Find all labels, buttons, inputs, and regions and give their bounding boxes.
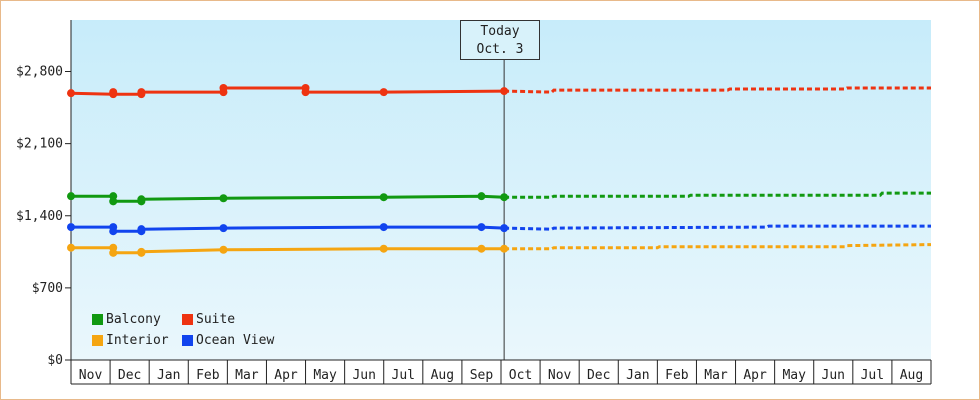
data-point <box>137 88 146 97</box>
x-tick-label: Nov <box>79 368 103 383</box>
series-suite <box>67 84 931 99</box>
legend-item-balcony: Balcony <box>92 312 182 327</box>
data-point <box>137 247 146 256</box>
data-point <box>477 244 486 253</box>
legend-label-interior: Interior <box>106 333 169 348</box>
data-point <box>477 192 486 201</box>
data-point <box>109 88 118 97</box>
x-axis: Nov Dec Jan Feb Mar Apr May Jun Jul Aug Sep Oct Nov D… <box>70 359 932 385</box>
y-tick-label: $1,400 <box>16 209 63 224</box>
x-tick-label: Mar <box>704 368 728 383</box>
x-tick-label: Jun <box>822 368 845 383</box>
x-tick-label: Aug <box>431 368 454 383</box>
data-point <box>477 223 486 232</box>
series-balcony <box>67 191 931 206</box>
legend-item-interior: Interior <box>92 333 182 348</box>
legend-item-ocean-view: Ocean View <box>182 333 292 348</box>
data-point <box>500 244 509 253</box>
series-interior <box>67 243 932 257</box>
data-point <box>301 88 310 97</box>
y-tick-label: $0 <box>47 353 63 368</box>
data-point <box>219 194 228 203</box>
data-point <box>109 248 118 257</box>
data-point <box>219 245 228 254</box>
data-point <box>379 244 388 253</box>
forecast-line-interior <box>504 243 932 251</box>
data-point <box>137 225 146 234</box>
x-tick-label: Feb <box>665 368 689 383</box>
legend-label-ocean-view: Ocean View <box>196 333 275 348</box>
data-point <box>379 193 388 202</box>
x-tick-label: Sep <box>470 368 494 383</box>
data-point <box>500 193 509 202</box>
x-tick-label: Oct <box>509 368 532 383</box>
x-tick-label: Mar <box>235 368 259 383</box>
x-tick-label: Dec <box>118 368 141 383</box>
data-point <box>67 89 75 98</box>
data-point <box>109 197 118 206</box>
axes: $0 $700 $1,400 $2,100 $2,800 <box>16 20 505 368</box>
legend-label-suite: Suite <box>196 312 236 327</box>
legend-swatch-suite <box>182 314 193 325</box>
data-point <box>67 243 75 252</box>
x-tick-label: Apr <box>274 368 298 383</box>
x-tick-label: Jan <box>157 368 180 383</box>
forecast-line-suite <box>504 86 931 94</box>
data-point <box>500 224 509 233</box>
x-tick-label: May <box>313 368 337 383</box>
data-point <box>500 87 509 96</box>
y-tick-label: $2,800 <box>16 65 63 80</box>
data-point <box>67 223 75 232</box>
x-tick-label: Jun <box>352 368 375 383</box>
x-tick-label: Nov <box>548 368 572 383</box>
data-point <box>67 192 75 201</box>
legend-label-balcony: Balcony <box>106 312 161 327</box>
forecast-line-balcony <box>504 191 931 199</box>
x-tick-label: Aug <box>900 368 923 383</box>
legend-item-suite: Suite <box>182 312 292 327</box>
x-tick-label: May <box>782 368 806 383</box>
data-point <box>379 88 388 97</box>
y-tick-label: $2,100 <box>16 137 63 152</box>
x-tick-label: Jan <box>626 368 649 383</box>
today-label: Today <box>480 24 520 39</box>
legend-swatch-balcony <box>92 314 103 325</box>
x-tick-label: Dec <box>587 368 610 383</box>
data-point <box>379 223 388 232</box>
data-point <box>219 224 228 233</box>
legend: Balcony Suite Interior Ocean View <box>92 312 292 348</box>
y-tick-label: $700 <box>32 281 63 296</box>
forecast-line-ocean-view <box>504 224 931 231</box>
legend-swatch-interior <box>92 335 103 346</box>
legend-swatch-ocean-view <box>182 335 193 346</box>
data-point <box>137 195 146 204</box>
today-marker-label: Today Oct. 3 <box>460 20 540 60</box>
series-layer <box>67 84 932 257</box>
x-tick-label: Jul <box>392 368 415 383</box>
x-tick-label: Jul <box>861 368 884 383</box>
plot-area <box>71 20 931 360</box>
data-point <box>109 227 118 236</box>
today-date: Oct. 3 <box>476 42 524 57</box>
x-tick-label: Apr <box>743 368 767 383</box>
series-ocean-view <box>67 223 931 236</box>
data-point <box>219 84 228 92</box>
x-tick-label: Feb <box>196 368 220 383</box>
